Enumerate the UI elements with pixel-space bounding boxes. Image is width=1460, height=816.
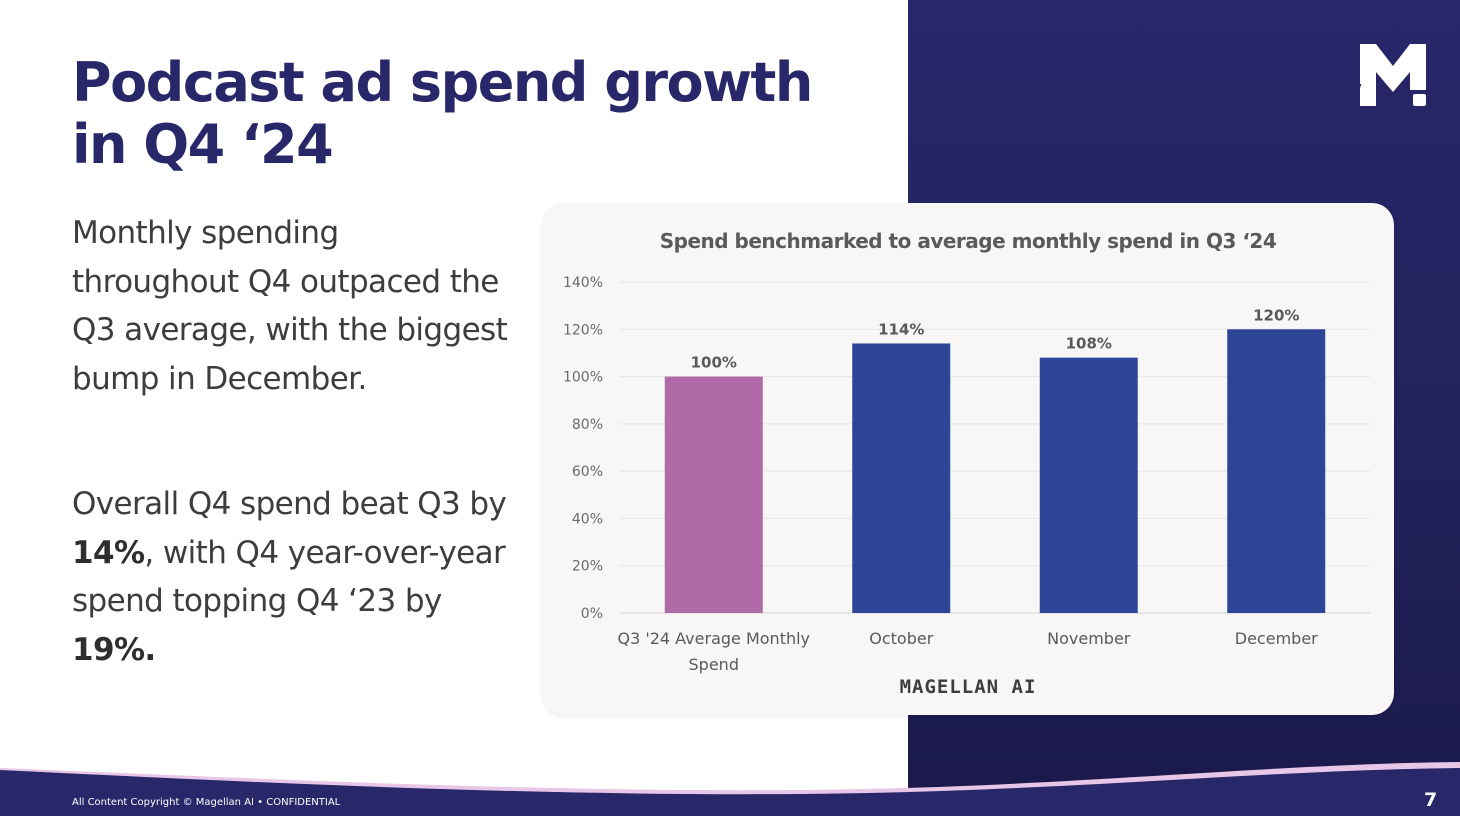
footer-copyright: All Content Copyright © Magellan AI • CO… <box>72 797 341 808</box>
y-tick-label: 140% <box>563 275 603 291</box>
growth-text-1: Overall Q4 spend beat Q3 by <box>72 486 507 522</box>
y-tick-label: 20% <box>572 559 603 575</box>
footer-wave <box>0 762 1460 816</box>
x-tick-label: Q3 '24 Average Monthly <box>617 629 810 648</box>
x-tick-label: October <box>869 629 933 648</box>
bar <box>1227 329 1326 613</box>
summary-paragraph: Monthly spending throughout Q4 outpaced … <box>72 215 508 397</box>
chart-title: Spend benchmarked to average monthly spe… <box>659 229 1277 253</box>
y-tick-label: 0% <box>581 606 603 622</box>
data-label: 114% <box>878 320 924 338</box>
data-label: 100% <box>691 354 737 372</box>
data-label: 108% <box>1066 335 1112 353</box>
y-tick-label: 40% <box>572 511 603 527</box>
y-tick-label: 120% <box>563 322 603 338</box>
page-number: 7 <box>1424 789 1438 811</box>
data-label: 120% <box>1253 306 1299 324</box>
x-tick-label: Spend <box>689 655 739 674</box>
bar <box>664 376 763 613</box>
magellan-logo-icon <box>1360 44 1426 106</box>
x-tick-label: November <box>1047 629 1131 648</box>
chart-card: 0% 20% 40% 60% 80% 100% 120% 140% 100% Q3 '24 Ave… <box>542 203 1394 715</box>
growth-paragraph: Overall Q4 spend beat Q3 by 14%, with Q4… <box>72 480 512 674</box>
y-tick-label: 60% <box>572 464 603 480</box>
bar-chart: 0% 20% 40% 60% 80% 100% 120% 140% 100% Q3 '24 Ave… <box>563 275 1370 674</box>
chart-source-label: MAGELLAN AI <box>899 676 1037 698</box>
q3-growth-figure: 14% <box>72 534 145 571</box>
bar <box>852 343 951 613</box>
slide-title: Podcast ad spend growth in Q4 ‘24 <box>72 51 813 176</box>
yoy-growth-figure: 19%. <box>72 631 156 668</box>
bar <box>1039 357 1138 613</box>
growth-text-2: , with Q4 year-over-year spend topping Q… <box>72 534 506 620</box>
y-tick-label: 80% <box>572 417 603 433</box>
y-tick-label: 100% <box>563 370 603 386</box>
x-tick-label: December <box>1235 629 1318 648</box>
